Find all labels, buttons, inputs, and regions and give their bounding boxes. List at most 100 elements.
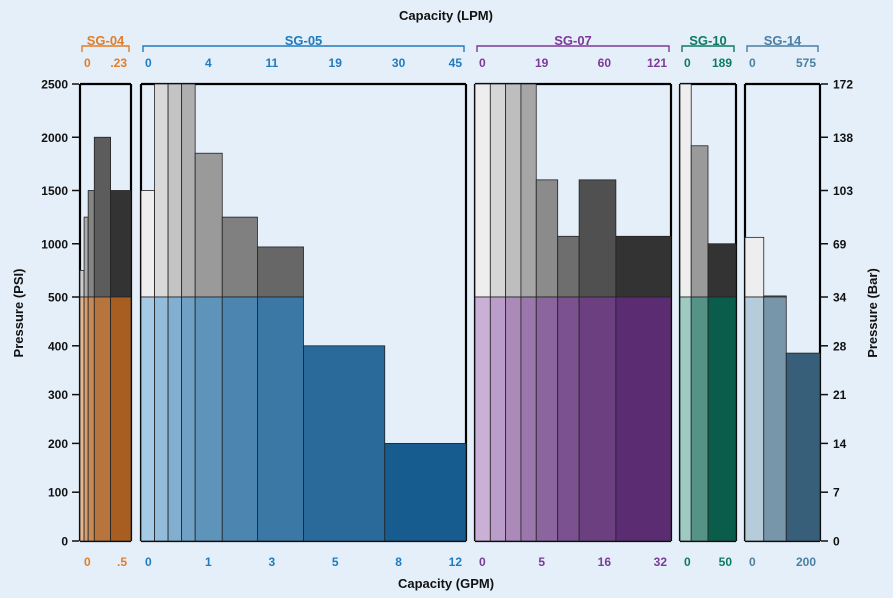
bar-upper [505,83,522,298]
bar-lower [535,296,559,542]
bar-lower [110,296,132,542]
bar-upper [221,216,258,298]
bar [785,352,821,542]
bar-upper [140,190,155,298]
bar-lower [489,296,507,542]
panel-bracket [142,45,465,52]
left-tick-label: 500 [48,291,68,305]
bar-upper [93,136,111,298]
bar [384,442,467,542]
panel-name: SG-10 [689,33,727,48]
bar-upper [79,269,85,298]
bar-upper [520,83,537,298]
panel-name: SG-05 [285,33,323,48]
bottom-tick-label: 16 [598,555,612,569]
bar-upper [744,236,765,298]
chart-title: Capacity (LPM) [399,8,493,23]
bar-upper [707,243,737,298]
bottom-tick-label: 50 [719,555,733,569]
bottom-tick-label: .5 [117,555,127,569]
bar-lower [154,296,169,542]
left-tick-label: 300 [48,388,68,402]
top-tick-label: 4 [205,56,212,70]
bottom-tick-label: 5 [332,555,339,569]
bar-upper [154,83,169,298]
bottom-tick-label: 0 [479,555,486,569]
top-tick-label: 0 [749,56,756,70]
bar-lower [615,296,672,542]
y-axis-label-right: Pressure (Bar) [865,268,880,358]
plot-layer: 0100200300400500100015002000250007142128… [41,33,853,569]
bar-upper [690,145,709,298]
right-tick-label: 69 [833,237,847,251]
top-tick-label: 189 [712,56,732,70]
top-tick-label: 60 [598,56,612,70]
bottom-tick-label: 32 [654,555,668,569]
left-tick-label: 100 [48,486,68,500]
bottom-tick-label: 0 [749,555,756,569]
x-axis-label: Capacity (GPM) [398,576,494,591]
bar-lower [763,296,787,542]
bar-upper [167,83,183,298]
left-tick-label: 200 [48,437,68,451]
bar-lower [221,296,258,542]
bottom-tick-label: 12 [449,555,463,569]
top-tick-label: 45 [449,56,463,70]
bar-lower [87,296,95,542]
bar-upper [181,83,196,298]
panel-bracket [81,45,130,52]
bar-lower [578,296,617,542]
bar-lower [520,296,537,542]
bottom-tick-label: 5 [538,555,545,569]
top-tick-label: 30 [392,56,406,70]
right-tick-label: 21 [833,388,847,402]
top-tick-label: 0 [684,56,691,70]
left-tick-label: 2500 [41,78,68,92]
bottom-tick-label: 3 [268,555,275,569]
bottom-tick-label: 8 [395,555,402,569]
right-tick-label: 138 [833,131,853,145]
panel-name: SG-04 [87,33,125,48]
bar-upper [615,235,672,298]
bar-lower [679,296,692,542]
bar-lower [257,296,304,542]
bar-lower [93,296,111,542]
bar-upper [83,216,89,298]
top-tick-label: 121 [647,56,667,70]
bar-lower [194,296,223,542]
bar-lower [181,296,196,542]
bar-upper [489,83,507,298]
panel-name: SG-07 [554,33,592,48]
bar-lower [557,296,580,542]
left-tick-label: 2000 [41,131,68,145]
left-tick-label: 1000 [41,237,68,251]
bar-upper [679,83,692,298]
bar-lower [474,296,491,542]
bottom-tick-label: 0 [84,555,91,569]
panel-bracket [681,45,735,52]
bar-lower [167,296,183,542]
bottom-tick-label: 0 [684,555,691,569]
bar-upper [578,179,617,298]
bar-upper [557,235,580,298]
right-tick-label: 103 [833,184,853,198]
bar-upper [194,152,223,298]
right-tick-label: 28 [833,339,847,353]
left-tick-label: 1500 [41,184,68,198]
bar-upper [87,190,95,298]
bar-lower [744,296,765,542]
top-tick-label: 0 [479,56,486,70]
bar-lower [690,296,709,542]
bottom-tick-label: 0 [145,555,152,569]
bar-lower [707,296,737,542]
bar-lower [79,296,85,542]
bottom-tick-label: 200 [796,555,816,569]
bottom-tick-label: 1 [205,555,212,569]
top-tick-label: 575 [796,56,816,70]
bar-upper [535,179,559,298]
bar-upper [257,246,304,298]
right-tick-label: 0 [833,535,840,549]
top-tick-label: 11 [265,56,278,70]
